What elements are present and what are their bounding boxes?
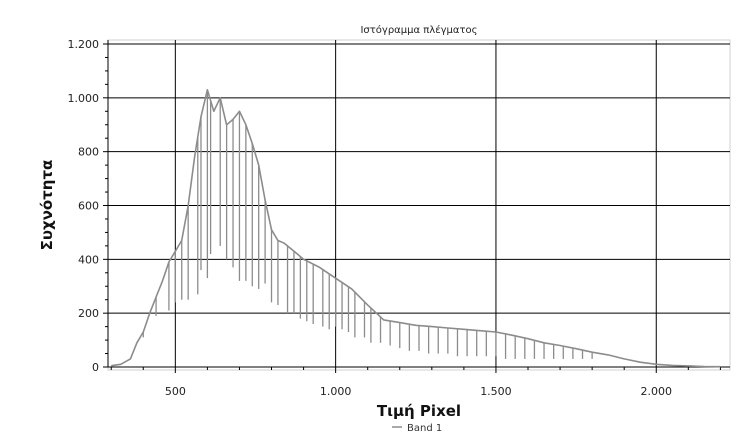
x-tick-label: 2.000: [641, 385, 673, 398]
x-tick-label: 500: [165, 385, 186, 398]
y-tick-label: 0: [92, 361, 99, 374]
y-tick-label: 200: [78, 307, 99, 320]
x-tick-label: 1.000: [320, 385, 352, 398]
legend-label-band-1: Band 1: [407, 423, 442, 434]
y-tick-label: 800: [78, 146, 99, 159]
y-axis-label: Συχνότητα: [38, 160, 56, 251]
y-tick-label: 1.200: [68, 38, 100, 51]
y-tick-label: 400: [78, 253, 99, 266]
y-tick-label: 1.000: [68, 92, 100, 105]
chart-title: Ιστόγραμμα πλέγματος: [360, 24, 477, 36]
x-axis-label: Τιμή Pixel: [377, 402, 461, 420]
x-tick-label: 1.500: [480, 385, 512, 398]
tick-labels: 0 200 400 600 800 1.000 1.200 500 1.000 1.500 2.00…: [68, 38, 673, 398]
y-tick-label: 600: [78, 200, 99, 213]
axes: [103, 40, 730, 373]
series-layer: [111, 89, 721, 368]
legend: Band 1: [392, 423, 442, 434]
